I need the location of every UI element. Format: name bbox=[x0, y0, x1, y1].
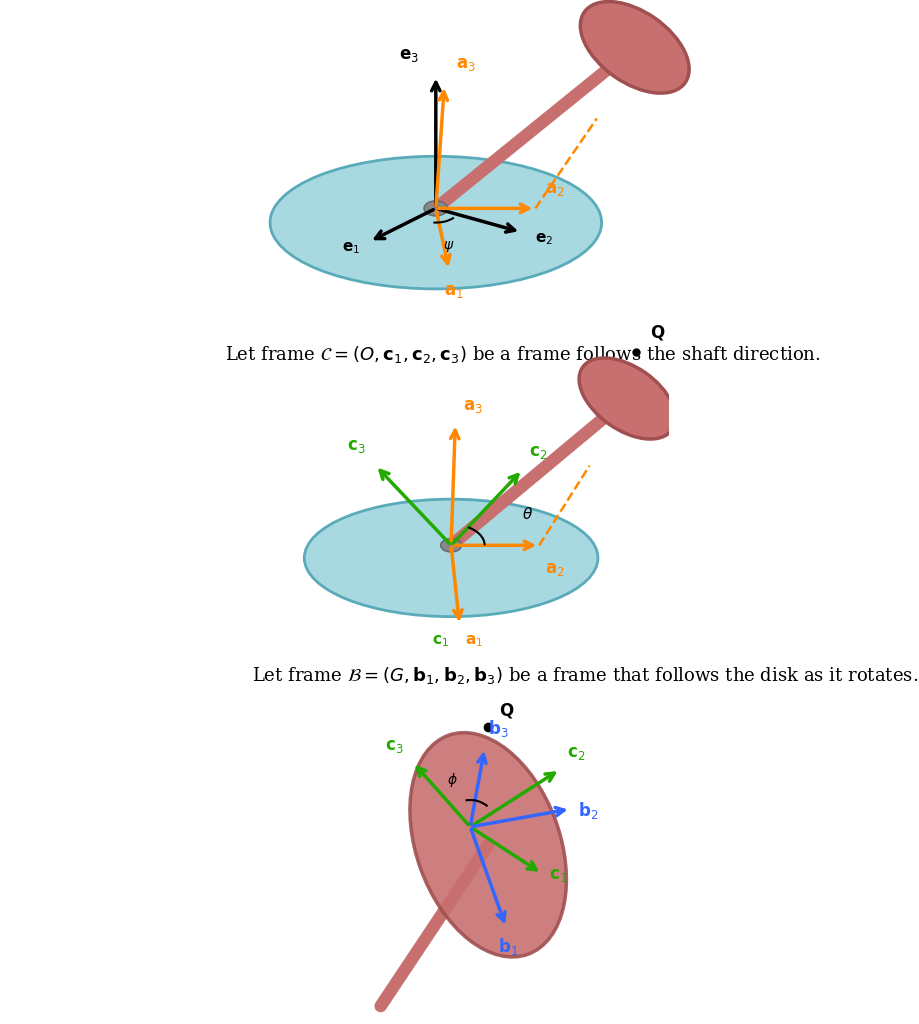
Text: $\mathbf{a}_2$: $\mathbf{a}_2$ bbox=[546, 560, 565, 578]
Text: $\mathbf{c}_1$: $\mathbf{c}_1$ bbox=[432, 634, 449, 649]
Ellipse shape bbox=[424, 201, 448, 216]
Ellipse shape bbox=[410, 732, 566, 957]
Text: $\mathbf{b}_1$: $\mathbf{b}_1$ bbox=[498, 936, 518, 957]
Text: $\mathbf{c}_2$: $\mathbf{c}_2$ bbox=[528, 443, 547, 462]
Text: Let frame $\mathcal{C} = (O, \mathbf{c}_1, \mathbf{c}_2, \mathbf{c}_3)$ be a fra: Let frame $\mathcal{C} = (O, \mathbf{c}_… bbox=[225, 344, 821, 365]
Text: Q: Q bbox=[651, 324, 664, 342]
Text: $\mathbf{b}_3$: $\mathbf{b}_3$ bbox=[488, 718, 509, 739]
Ellipse shape bbox=[270, 157, 602, 289]
Ellipse shape bbox=[440, 539, 461, 552]
Text: $\mathbf{a}_1$: $\mathbf{a}_1$ bbox=[444, 282, 464, 300]
Ellipse shape bbox=[579, 358, 675, 439]
Text: Let frame $\mathcal{B} = (G, \mathbf{b}_1, \mathbf{b}_2, \mathbf{b}_3)$ be a fra: Let frame $\mathcal{B} = (G, \mathbf{b}_… bbox=[252, 665, 918, 686]
Text: $\mathbf{c}_2$: $\mathbf{c}_2$ bbox=[567, 744, 585, 762]
Text: $\mathbf{a}_1$: $\mathbf{a}_1$ bbox=[464, 634, 482, 649]
Text: $\mathbf{e}_1$: $\mathbf{e}_1$ bbox=[342, 241, 360, 256]
Text: Q: Q bbox=[499, 701, 513, 719]
Text: $\mathbf{c}_3$: $\mathbf{c}_3$ bbox=[385, 737, 404, 756]
Text: $\mathbf{e}_3$: $\mathbf{e}_3$ bbox=[400, 46, 419, 63]
Text: $\mathbf{c}_3$: $\mathbf{c}_3$ bbox=[346, 437, 365, 455]
Text: $\mathbf{a}_3$: $\mathbf{a}_3$ bbox=[463, 397, 482, 416]
Text: $\mathbf{a}_2$: $\mathbf{a}_2$ bbox=[545, 180, 564, 198]
Text: $\theta$: $\theta$ bbox=[522, 506, 533, 522]
Text: $\mathbf{b}_2$: $\mathbf{b}_2$ bbox=[578, 800, 598, 821]
Text: $\mathbf{c}_1$: $\mathbf{c}_1$ bbox=[549, 866, 568, 885]
Ellipse shape bbox=[580, 2, 689, 93]
Ellipse shape bbox=[304, 499, 598, 616]
Text: $\psi$: $\psi$ bbox=[443, 240, 454, 254]
Text: $\mathbf{e}_2$: $\mathbf{e}_2$ bbox=[535, 231, 553, 247]
Text: $\phi$: $\phi$ bbox=[447, 771, 458, 790]
Text: $\mathbf{a}_3$: $\mathbf{a}_3$ bbox=[456, 55, 476, 74]
